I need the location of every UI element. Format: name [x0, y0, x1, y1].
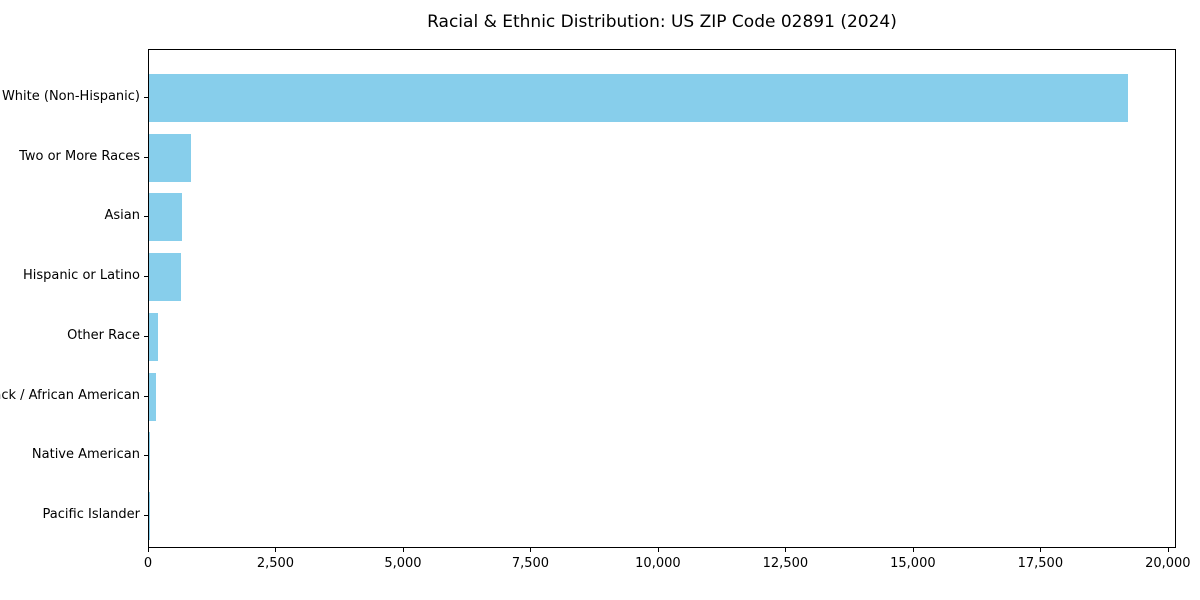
- y-tick-label-asian: Asian: [104, 208, 140, 224]
- y-tick: [144, 395, 148, 397]
- x-tick: [657, 548, 659, 552]
- y-tick-label-pacific-islander: Pacific Islander: [42, 506, 140, 522]
- x-tick-label-20-000: 20,000: [1145, 556, 1191, 571]
- x-tick: [785, 548, 787, 552]
- y-tick-label-white-non-hispanic: White (Non-Hispanic): [1, 89, 140, 104]
- x-tick-label-2-500: 2,500: [256, 556, 295, 571]
- x-tick-label-12-500: 12,500: [762, 556, 809, 571]
- x-tick: [1167, 548, 1169, 552]
- bar-other-race: [149, 312, 158, 361]
- x-tick-label-5-000: 5,000: [384, 556, 422, 571]
- y-tick: [144, 335, 148, 337]
- x-tick-label-0: 0: [143, 556, 153, 571]
- bar-asian: [149, 193, 183, 242]
- plot-area: [148, 49, 1176, 548]
- x-tick-label-17-500: 17,500: [1017, 556, 1064, 571]
- bar-hispanic-or-latino: [149, 253, 181, 302]
- y-tick: [144, 455, 148, 457]
- y-tick: [144, 156, 148, 158]
- x-tick: [402, 548, 404, 552]
- x-tick: [912, 548, 914, 552]
- y-tick: [144, 276, 148, 278]
- y-tick-label-hispanic-or-latino: Hispanic or Latino: [22, 268, 140, 284]
- x-tick-label-10-000: 10,000: [635, 556, 681, 571]
- x-tick-label-7-500: 7,500: [511, 556, 550, 571]
- y-tick-label-two-or-more-races: Two or More Races: [19, 148, 140, 164]
- x-tick: [148, 548, 149, 552]
- y-tick: [144, 216, 148, 218]
- y-tick-label-native-american: Native American: [31, 447, 140, 463]
- y-tick-label-other-race: Other Race: [67, 327, 140, 343]
- y-tick: [144, 97, 148, 98]
- x-tick: [1040, 548, 1042, 552]
- y-tick-label-black-african-american: Black / African American: [0, 387, 140, 403]
- bar-native-american: [149, 432, 150, 481]
- y-tick: [144, 514, 148, 516]
- x-tick-label-15-000: 15,000: [890, 556, 936, 571]
- bar-white-non-hispanic: [149, 74, 1129, 122]
- x-tick: [530, 548, 532, 552]
- chart-title: Racial & Ethnic Distribution: US ZIP Cod…: [427, 12, 897, 32]
- bar-two-or-more-races: [149, 133, 191, 182]
- bar-black-african-american: [149, 372, 157, 421]
- x-tick: [275, 548, 277, 552]
